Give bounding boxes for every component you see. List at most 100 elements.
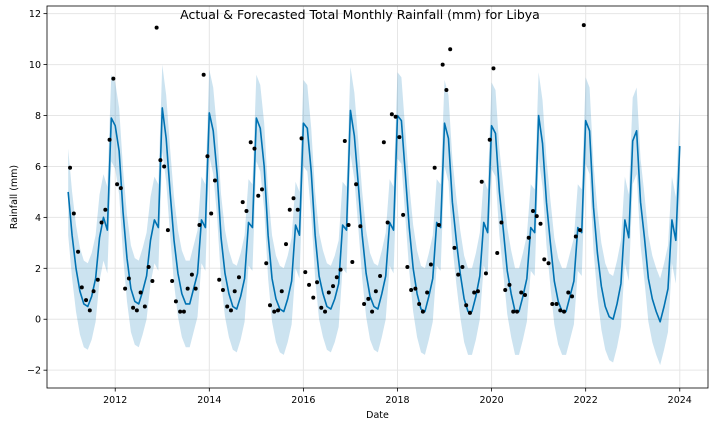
actual-data-point	[123, 286, 128, 291]
actual-points	[68, 23, 586, 315]
actual-data-point	[378, 273, 383, 278]
actual-data-point	[354, 182, 359, 187]
y-tick-label: 6	[35, 162, 41, 173]
x-tick-label: 2016	[291, 395, 315, 406]
actual-data-point	[467, 310, 472, 315]
x-tick-label: 2012	[103, 395, 127, 406]
actual-data-point	[479, 179, 484, 184]
actual-data-point	[228, 308, 233, 313]
y-tick-label: −2	[27, 366, 41, 377]
actual-data-point	[373, 289, 378, 294]
actual-data-point	[134, 308, 139, 313]
actual-data-point	[170, 279, 175, 284]
actual-data-point	[381, 140, 386, 145]
actual-data-point	[154, 25, 159, 30]
actual-data-point	[334, 275, 339, 280]
actual-data-point	[420, 309, 425, 314]
actual-data-point	[483, 271, 488, 276]
actual-data-point	[197, 223, 202, 228]
actual-data-point	[91, 289, 96, 294]
actual-data-point	[76, 249, 81, 254]
y-tick-label: 2	[35, 264, 41, 275]
actual-data-point	[385, 220, 390, 225]
uncertainty-band	[68, 64, 680, 366]
actual-data-point	[566, 290, 571, 295]
actual-data-point	[103, 207, 108, 212]
forecast-series-line	[67, 107, 681, 323]
actual-data-point	[256, 193, 261, 198]
actual-data-point	[358, 224, 363, 229]
actual-data-point	[326, 290, 331, 295]
actual-data-point	[472, 290, 477, 295]
x-tick-label: 2018	[385, 395, 409, 406]
actual-data-point	[178, 309, 183, 314]
actual-data-point	[362, 301, 367, 306]
actual-data-point	[276, 308, 280, 313]
plot-frame	[46, 5, 709, 389]
actual-data-point	[428, 262, 433, 267]
actual-data-point	[232, 289, 237, 294]
actual-data-point	[542, 257, 547, 262]
actual-data-point	[558, 308, 563, 313]
actual-data-point	[111, 76, 116, 81]
actual-data-point	[138, 290, 143, 295]
actual-data-point	[162, 164, 167, 169]
actual-data-point	[181, 309, 186, 314]
actual-data-point	[291, 196, 296, 201]
actual-data-point	[519, 290, 524, 295]
actual-data-point	[268, 303, 272, 308]
actual-data-point	[319, 305, 324, 310]
y-axis-label: Rainfall (mm)	[9, 165, 20, 229]
actual-data-point	[499, 220, 504, 225]
actual-data-point	[436, 223, 441, 228]
actual-data-point	[79, 285, 84, 290]
actual-data-point	[554, 301, 559, 306]
actual-data-point	[389, 112, 394, 117]
actual-data-point	[264, 261, 269, 266]
actual-data-point	[514, 309, 519, 314]
actual-data-point	[99, 220, 104, 225]
actual-data-point	[487, 137, 492, 142]
actual-data-point	[220, 287, 225, 292]
actual-data-point	[295, 207, 300, 212]
actual-data-point	[413, 286, 418, 291]
actual-data-point	[546, 261, 551, 266]
actual-data-point	[118, 186, 123, 191]
actual-data-point	[279, 289, 284, 294]
actual-data-point	[150, 279, 155, 284]
actual-data-point	[331, 284, 336, 289]
x-tick-label: 2024	[668, 395, 692, 406]
chart-title: Actual & Forecasted Total Monthly Rainfa…	[180, 7, 540, 22]
actual-data-point	[534, 214, 539, 219]
actual-data-point	[456, 272, 461, 277]
actual-data-point	[146, 265, 151, 270]
actual-data-point	[397, 135, 402, 140]
actual-data-point	[248, 140, 253, 145]
actual-data-point	[244, 209, 249, 214]
actual-data-point	[562, 309, 567, 314]
actual-data-point	[225, 304, 230, 309]
y-tick-label: 4	[35, 213, 41, 224]
actual-data-point	[440, 62, 445, 67]
actual-data-point	[71, 211, 76, 216]
y-tick-label: 12	[29, 9, 41, 20]
forecast-interval-band	[68, 64, 680, 366]
actual-data-point	[338, 267, 343, 272]
forecast-line	[67, 107, 681, 323]
actual-data-point	[193, 286, 198, 291]
actual-data-point	[205, 154, 210, 159]
actual-data-point	[573, 234, 578, 239]
actual-data-point	[526, 235, 531, 240]
actual-data-point	[95, 277, 100, 282]
actual-data-point	[185, 286, 190, 291]
actual-data-point	[209, 211, 214, 216]
actual-data-point	[452, 245, 457, 250]
x-tick-label: 2020	[479, 395, 503, 406]
actual-data-point	[165, 228, 170, 233]
actual-data-point	[409, 287, 414, 292]
x-tick-label: 2022	[574, 395, 598, 406]
actual-data-point	[460, 265, 465, 270]
actual-data-point	[284, 242, 288, 247]
